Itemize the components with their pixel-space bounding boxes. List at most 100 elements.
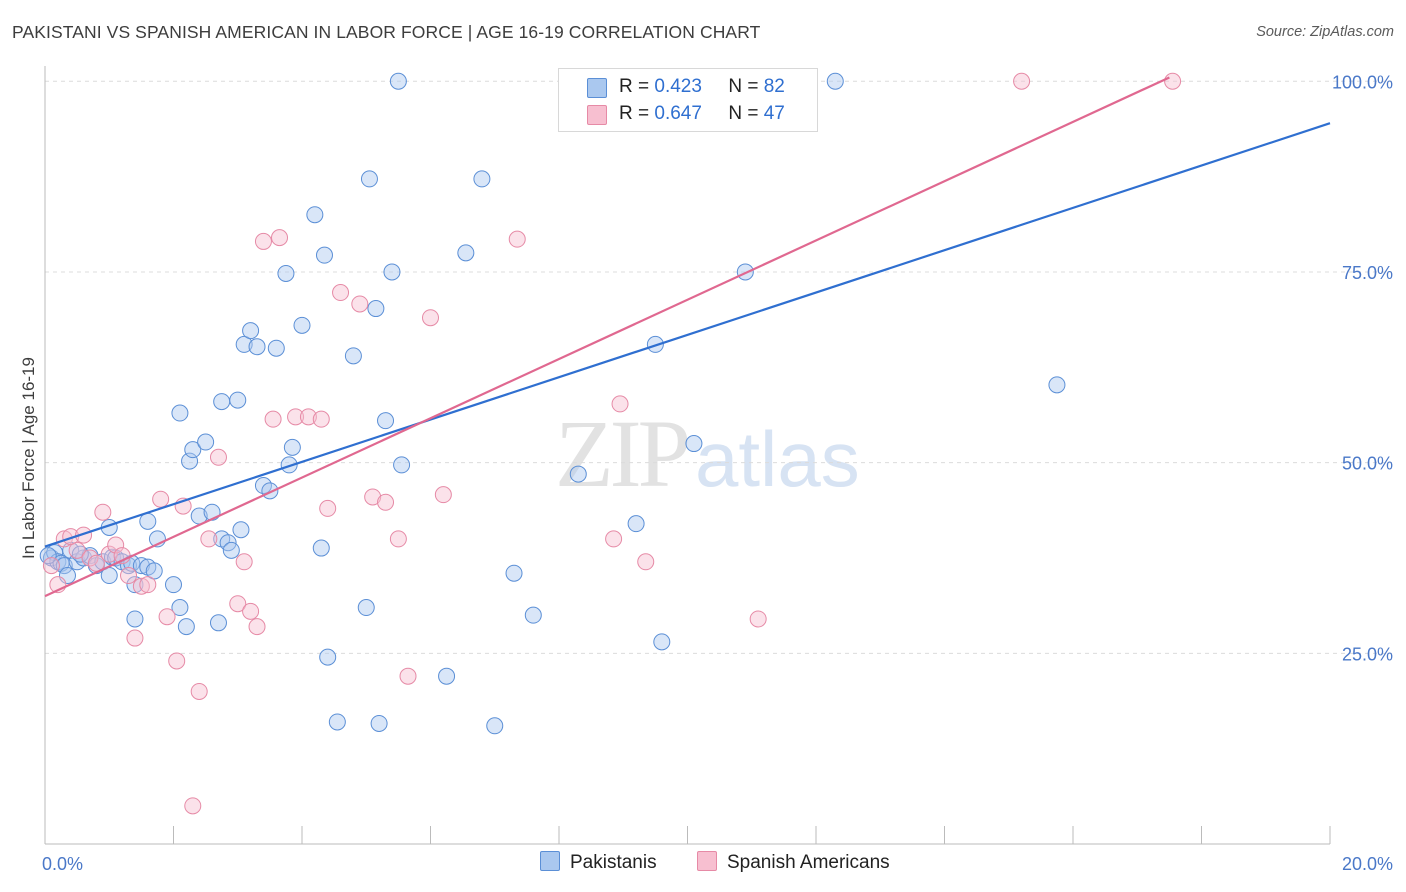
spanish-americans-point bbox=[107, 536, 125, 554]
y-axis-label: In Labor Force | Age 16-19 bbox=[19, 357, 38, 559]
spanish-americans-point bbox=[508, 230, 526, 248]
pakistanis-point bbox=[177, 618, 195, 636]
spanish-americans-point bbox=[312, 410, 330, 428]
blue-swatch bbox=[540, 851, 560, 871]
pakistanis-point bbox=[209, 614, 227, 632]
pakistanis-point bbox=[367, 300, 385, 318]
spanish-americans-point bbox=[42, 557, 60, 575]
pakistanis-point bbox=[232, 521, 250, 539]
n-value: 82 bbox=[763, 76, 785, 97]
pakistanis-point bbox=[283, 438, 301, 456]
spanish-americans-point bbox=[248, 618, 266, 636]
n-value: 47 bbox=[763, 103, 785, 124]
pakistanis-point bbox=[242, 322, 260, 340]
legend-text: R = 0.423 N = 82 bbox=[619, 76, 785, 98]
zipatlas-watermark: ZIP atlas bbox=[555, 398, 860, 509]
n-label: N = bbox=[728, 103, 759, 124]
spanish-americans-point bbox=[377, 493, 395, 511]
axes bbox=[44, 66, 1331, 845]
spanish-americans-points bbox=[42, 72, 1182, 815]
spanish-americans-point bbox=[229, 595, 247, 613]
pakistanis-point bbox=[328, 713, 346, 731]
pakistanis-point bbox=[181, 452, 199, 470]
spanish-americans-point bbox=[422, 309, 439, 327]
x-tick-label: 20.0% bbox=[1342, 854, 1393, 874]
y-tick-label: 75.0% bbox=[1342, 263, 1393, 283]
r-value: 0.647 bbox=[654, 103, 702, 124]
pakistanis-point bbox=[315, 246, 333, 264]
spanish-americans-point bbox=[399, 667, 417, 685]
pakistanis-point bbox=[312, 539, 330, 557]
spanish-americans-point bbox=[235, 553, 253, 571]
spanish-americans-point bbox=[351, 295, 369, 313]
pakistanis-point bbox=[171, 599, 189, 617]
spanish-americans-point bbox=[209, 448, 227, 466]
y-tick-label: 25.0% bbox=[1342, 644, 1393, 664]
spanish-americans-point bbox=[75, 526, 93, 544]
spanish-americans-point bbox=[332, 284, 350, 302]
trend-lines bbox=[44, 76, 1331, 598]
spanish-americans-point bbox=[319, 499, 337, 517]
spanish-americans-point bbox=[68, 541, 86, 559]
pakistanis-point bbox=[165, 576, 182, 594]
spanish-americans-point bbox=[264, 410, 282, 428]
pakistanis-point bbox=[235, 335, 253, 353]
pakistanis-points bbox=[39, 72, 1066, 735]
pakistanis-point bbox=[319, 648, 337, 666]
pakistanis-point bbox=[1048, 376, 1066, 394]
pakistanis-point bbox=[277, 264, 295, 282]
spanish-americans-point bbox=[132, 577, 150, 595]
series-name: Pakistanis bbox=[570, 852, 657, 873]
watermark-atlas: atlas bbox=[695, 415, 860, 503]
spanish-americans-point bbox=[749, 610, 767, 628]
pakistanis-point bbox=[55, 557, 73, 575]
spanish-americans-trend-line bbox=[44, 76, 1170, 598]
spanish-americans-point bbox=[242, 602, 260, 620]
pakistanis-point bbox=[377, 412, 395, 430]
y-tick-label: 100.0% bbox=[1332, 72, 1393, 92]
spanish-americans-point bbox=[254, 232, 272, 250]
pakistanis-point bbox=[357, 599, 375, 617]
pakistanis-point bbox=[438, 667, 456, 685]
pakistanis-point bbox=[293, 316, 311, 334]
pakistanis-point bbox=[229, 391, 247, 409]
pakistanis-point bbox=[306, 206, 324, 224]
pakistanis-point bbox=[171, 404, 189, 422]
pakistanis-point bbox=[203, 503, 221, 521]
pakistanis-point bbox=[213, 393, 231, 411]
chart-title: PAKISTANI VS SPANISH AMERICAN IN LABOR F… bbox=[12, 22, 761, 42]
spanish-americans-point bbox=[637, 553, 655, 571]
spanish-americans-point bbox=[611, 395, 629, 413]
r-label: R = bbox=[619, 76, 650, 97]
n-label: N = bbox=[728, 76, 759, 97]
spanish-americans-point bbox=[62, 528, 80, 546]
pakistanis-point bbox=[826, 72, 844, 90]
spanish-americans-point bbox=[1164, 72, 1182, 90]
pakistanis-point bbox=[360, 170, 378, 188]
pink-swatch bbox=[697, 851, 717, 871]
spanish-americans-point bbox=[389, 530, 407, 548]
spanish-americans-point bbox=[100, 545, 118, 563]
pakistanis-point bbox=[457, 244, 475, 262]
spanish-americans-point bbox=[605, 530, 623, 548]
spanish-americans-point bbox=[126, 629, 144, 647]
pakistanis-point bbox=[248, 338, 266, 356]
pakistanis-point bbox=[267, 339, 285, 357]
pakistanis-point bbox=[39, 547, 57, 565]
pakistanis-point bbox=[383, 263, 401, 281]
spanish-americans-point bbox=[1013, 72, 1031, 90]
pakistanis-point bbox=[222, 541, 240, 559]
pakistanis-point bbox=[132, 557, 150, 575]
r-label: R = bbox=[619, 103, 650, 124]
pakistanis-point bbox=[389, 72, 407, 90]
spanish-americans-point bbox=[168, 652, 186, 670]
pakistanis-point bbox=[197, 433, 215, 451]
y-tick-label: 50.0% bbox=[1342, 454, 1393, 474]
spanish-americans-point bbox=[152, 490, 170, 508]
spanish-americans-point bbox=[184, 797, 202, 815]
pakistanis-point bbox=[344, 347, 362, 365]
spanish-americans-point bbox=[120, 567, 138, 585]
pakistanis-point bbox=[145, 562, 163, 580]
spanish-americans-point bbox=[271, 229, 289, 247]
